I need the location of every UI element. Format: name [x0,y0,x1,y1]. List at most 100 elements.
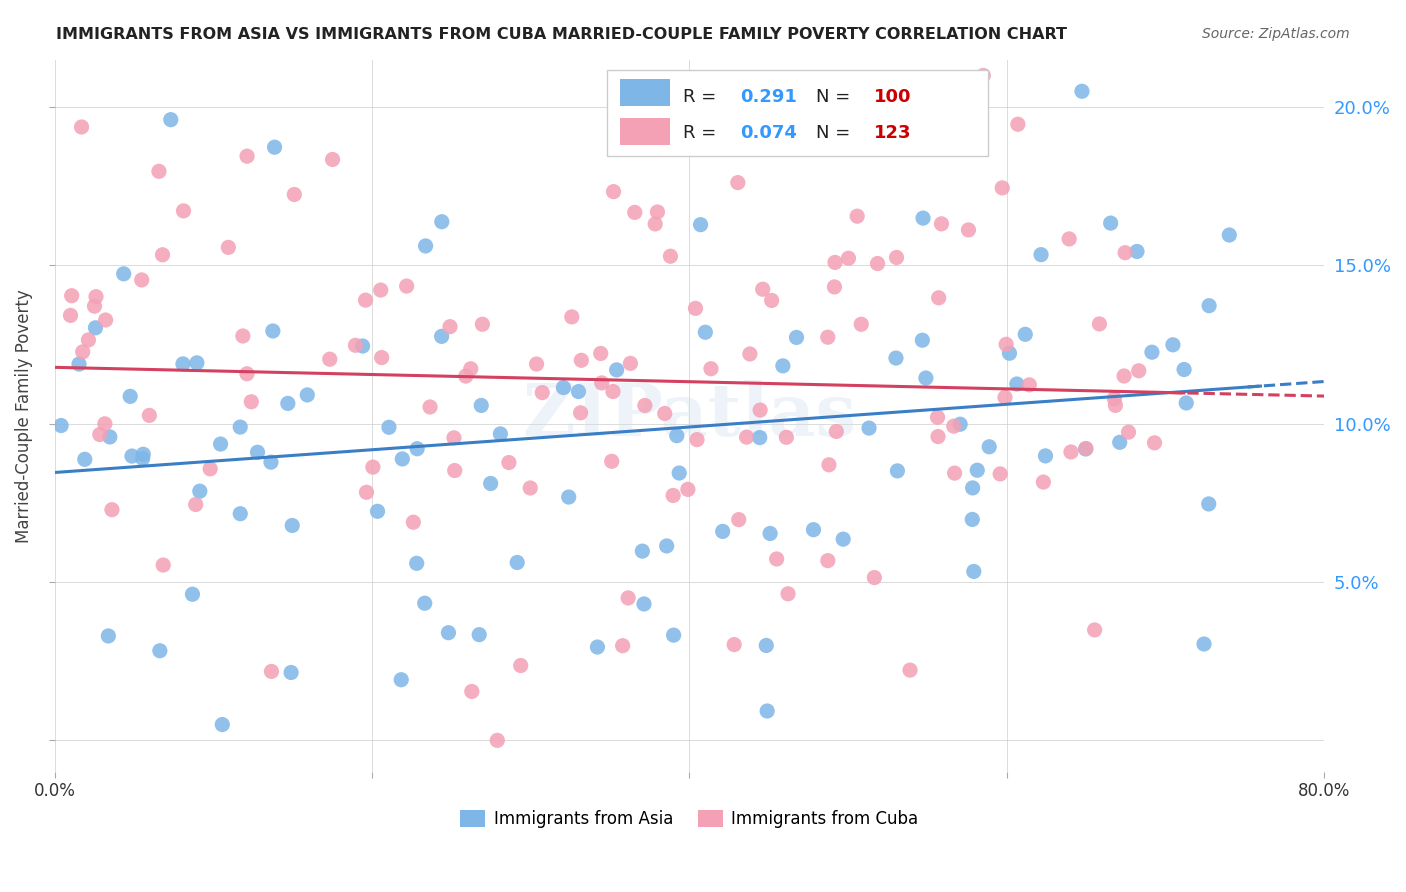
Immigrants from Cuba [749,403,772,417]
Immigrants from Asia [367,504,389,518]
Immigrants from Cuba [152,558,174,572]
Immigrants from Cuba [634,399,657,413]
Immigrants from Asia [886,464,908,478]
Immigrants from Cuba [1104,398,1126,412]
Immigrants from Cuba [283,187,305,202]
Immigrants from Cuba [77,333,100,347]
Immigrants from Asia [159,112,181,127]
Immigrants from Asia [1175,396,1198,410]
Immigrants from Cuba [1112,369,1135,384]
Immigrants from Asia [1192,637,1215,651]
Immigrants from Asia [413,596,436,610]
Immigrants from Cuba [138,409,160,423]
Immigrants from Asia [121,449,143,463]
Immigrants from Cuba [509,658,531,673]
Immigrants from Asia [772,359,794,373]
Immigrants from Cuba [260,665,283,679]
Immigrants from Cuba [700,361,723,376]
FancyBboxPatch shape [620,78,671,106]
Immigrants from Cuba [319,352,342,367]
Text: 123: 123 [873,124,911,142]
Immigrants from Asia [1173,362,1195,376]
Y-axis label: Married-Couple Family Poverty: Married-Couple Family Poverty [15,289,32,542]
Immigrants from Cuba [591,376,613,390]
Immigrants from Asia [803,523,825,537]
Immigrants from Asia [378,420,401,434]
Immigrants from Asia [1218,227,1240,242]
Immigrants from Cuba [356,485,378,500]
Text: 0.074: 0.074 [740,124,797,142]
Immigrants from Asia [281,518,304,533]
Immigrants from Asia [209,437,232,451]
Immigrants from Cuba [824,255,846,269]
Text: N =: N = [817,88,856,106]
Immigrants from Asia [893,103,915,117]
Immigrants from Asia [506,556,529,570]
Immigrants from Cuba [1060,445,1083,459]
Immigrants from Asia [98,430,121,444]
Immigrants from Cuba [454,369,477,384]
Immigrants from Cuba [217,240,239,254]
Immigrants from Cuba [198,462,221,476]
Immigrants from Cuba [851,317,873,331]
Immigrants from Cuba [942,419,965,434]
Immigrants from Cuba [460,361,482,376]
Immigrants from Asia [149,644,172,658]
Immigrants from Asia [437,625,460,640]
Immigrants from Cuba [70,120,93,134]
Immigrants from Cuba [825,425,848,439]
Immigrants from Cuba [402,515,425,529]
Immigrants from Asia [912,211,935,226]
Text: R =: R = [683,124,723,142]
Text: ZIPatlas: ZIPatlas [523,380,856,451]
Text: R =: R = [683,88,723,106]
Immigrants from Asia [297,388,319,402]
Immigrants from Asia [1029,247,1052,261]
Immigrants from Asia [979,440,1001,454]
Immigrants from Asia [277,396,299,410]
Immigrants from Asia [430,329,453,343]
Immigrants from Cuba [738,347,761,361]
Legend: Immigrants from Asia, Immigrants from Cuba: Immigrants from Asia, Immigrants from Cu… [454,804,925,835]
Immigrants from Cuba [131,273,153,287]
Immigrants from Cuba [612,639,634,653]
Immigrants from Cuba [823,280,845,294]
Immigrants from Asia [73,452,96,467]
FancyBboxPatch shape [607,70,988,156]
Immigrants from Cuba [589,346,612,360]
Immigrants from Asia [1099,216,1122,230]
Immigrants from Cuba [751,282,773,296]
Immigrants from Cuba [727,513,749,527]
Immigrants from Asia [962,481,984,495]
Immigrants from Asia [1140,345,1163,359]
Immigrants from Cuba [361,460,384,475]
Text: 0.291: 0.291 [740,88,797,106]
Immigrants from Cuba [471,317,494,331]
Immigrants from Cuba [240,394,263,409]
Immigrants from Asia [1014,327,1036,342]
Immigrants from Asia [211,717,233,731]
Immigrants from Cuba [898,663,921,677]
Immigrants from Cuba [928,291,950,305]
Immigrants from Cuba [101,502,124,516]
Immigrants from Cuba [727,176,749,190]
Immigrants from Asia [389,673,412,687]
Text: 100: 100 [873,88,911,106]
Immigrants from Cuba [236,367,259,381]
Immigrants from Cuba [59,309,82,323]
Immigrants from Cuba [1074,442,1097,456]
Immigrants from Asia [430,215,453,229]
Immigrants from Cuba [619,356,641,370]
Immigrants from Cuba [686,433,709,447]
Immigrants from Cuba [863,571,886,585]
Immigrants from Cuba [602,384,624,399]
Immigrants from Cuba [1007,117,1029,131]
Immigrants from Asia [172,357,194,371]
Immigrants from Asia [229,507,252,521]
Immigrants from Asia [711,524,734,539]
Immigrants from Cuba [761,293,783,308]
Immigrants from Asia [67,357,90,371]
Immigrants from Asia [785,330,807,344]
Immigrants from Cuba [600,454,623,468]
Text: N =: N = [817,124,856,142]
